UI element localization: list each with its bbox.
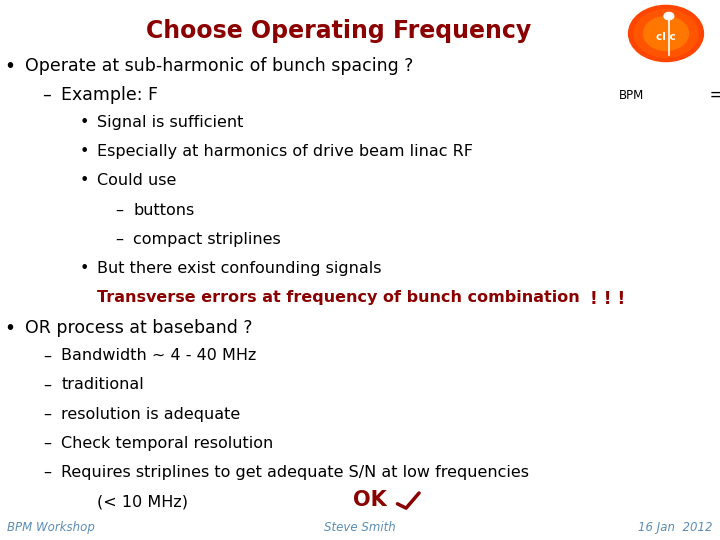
Text: •: • (79, 173, 89, 188)
Circle shape (664, 12, 674, 20)
Text: –: – (42, 436, 51, 451)
Text: –: – (42, 465, 51, 480)
Text: Check temporal resolution: Check temporal resolution (61, 436, 274, 451)
Text: –: – (42, 86, 51, 104)
Text: –: – (42, 377, 51, 393)
Circle shape (634, 10, 698, 57)
Text: resolution is adequate: resolution is adequate (61, 407, 240, 422)
Text: cl c: cl c (656, 32, 676, 42)
Text: OK: OK (353, 490, 387, 510)
Text: Bandwidth ~ 4 - 40 MHz: Bandwidth ~ 4 - 40 MHz (61, 348, 256, 363)
Text: –: – (114, 232, 123, 247)
Text: Signal is sufficient: Signal is sufficient (97, 115, 243, 130)
Text: Operate at sub-harmonic of bunch spacing ?: Operate at sub-harmonic of bunch spacing… (25, 57, 413, 75)
Text: buttons: buttons (133, 202, 194, 218)
Text: Could use: Could use (97, 173, 176, 188)
Text: •: • (79, 144, 89, 159)
Text: •: • (79, 261, 89, 276)
Text: traditional: traditional (61, 377, 144, 393)
Text: Steve Smith: Steve Smith (324, 521, 396, 534)
Text: Requires striplines to get adequate S/N at low frequencies: Requires striplines to get adequate S/N … (61, 465, 529, 480)
Text: BPM Workshop: BPM Workshop (7, 521, 95, 534)
Text: •: • (4, 57, 15, 76)
Text: = 2 GHz: = 2 GHz (703, 86, 720, 104)
Text: (< 10 MHz): (< 10 MHz) (97, 494, 188, 509)
Text: •: • (4, 319, 15, 338)
Text: compact striplines: compact striplines (133, 232, 281, 247)
Text: •: • (79, 115, 89, 130)
Circle shape (644, 17, 688, 50)
Text: Choose Operating Frequency: Choose Operating Frequency (145, 19, 531, 43)
Text: 16 Jan  2012: 16 Jan 2012 (639, 521, 713, 534)
Text: –: – (114, 202, 123, 218)
Text: Especially at harmonics of drive beam linac RF: Especially at harmonics of drive beam li… (97, 144, 473, 159)
Text: BPM: BPM (619, 89, 644, 102)
Text: –: – (42, 348, 51, 363)
Text: But there exist confounding signals: But there exist confounding signals (97, 261, 382, 276)
Text: Example: F: Example: F (61, 86, 158, 104)
Text: Transverse errors at frequency of bunch combination: Transverse errors at frequency of bunch … (97, 290, 580, 305)
Text: OR process at baseband ?: OR process at baseband ? (25, 319, 253, 337)
Circle shape (629, 5, 703, 62)
Text: –: – (42, 407, 51, 422)
Text: ! ! !: ! ! ! (590, 290, 626, 308)
